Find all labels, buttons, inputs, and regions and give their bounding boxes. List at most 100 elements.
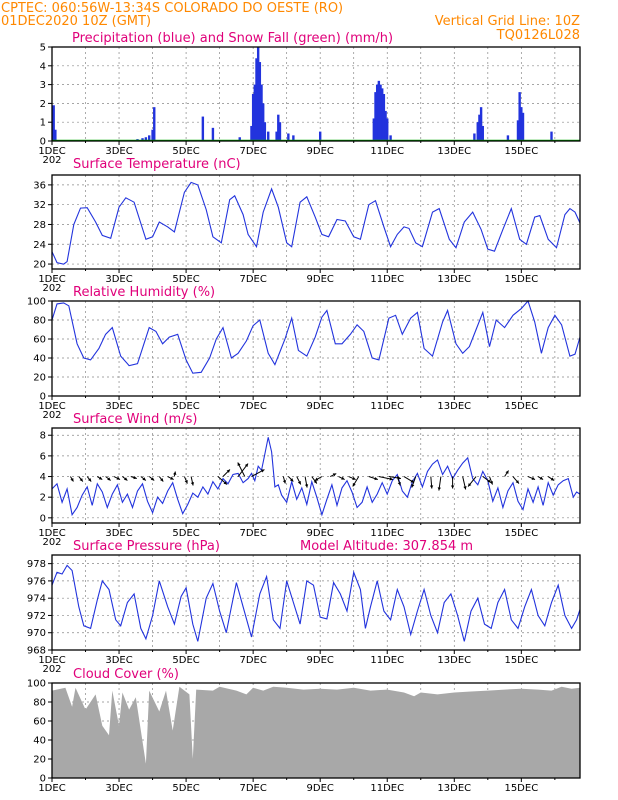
pres-annotation: Model Altitude: 307.854 m <box>300 539 473 554</box>
wind-vector <box>338 476 345 480</box>
pres-title: Surface Pressure (hPa) <box>73 539 220 554</box>
wind-vector <box>512 476 520 484</box>
cloud-xtick-label: 15DEC <box>504 783 538 794</box>
precip-bar <box>476 122 479 141</box>
precip-bar <box>389 135 392 141</box>
precip-bar <box>251 94 255 141</box>
wind-vector <box>396 476 401 486</box>
pres-xtick-label: 5DEC <box>172 655 199 666</box>
rh-ytick-label: 80 <box>33 316 46 327</box>
wind-vector-head <box>332 473 337 477</box>
wind-ytick-label: 2 <box>40 493 46 504</box>
wind-vector-head <box>150 477 155 481</box>
wind-vector-head <box>389 477 393 481</box>
precip-ytick-label: 0 <box>40 137 46 148</box>
wind-vector <box>183 476 188 484</box>
precip-bar <box>278 122 282 141</box>
wind-vector-head <box>410 479 414 483</box>
wind-vector <box>167 476 174 480</box>
wind-vector-head <box>468 483 472 487</box>
wind-xtick-label: 7DEC <box>239 528 266 539</box>
wind-vector <box>130 475 137 480</box>
cloud-xtick-label: 3DEC <box>105 783 132 794</box>
cloud-xtick-label: 11DEC <box>370 783 404 794</box>
wind-vector <box>70 476 74 482</box>
cloud-xtick-label: 7DEC <box>239 783 266 794</box>
rh-ytick-label: 0 <box>40 392 46 403</box>
wind-vector-head <box>314 477 319 481</box>
pres-ytick-label: 978 <box>27 559 46 570</box>
wind-vector <box>482 476 492 483</box>
header-model-code: TQ0126L028 <box>496 28 580 43</box>
wind-vector <box>113 476 121 480</box>
wind-vector-head <box>531 476 536 480</box>
pres-year-label: 202 <box>42 664 61 675</box>
wind-vector <box>368 476 378 481</box>
temp-title: Surface Temperature (nC) <box>73 157 241 172</box>
wind-vector-head <box>313 480 317 484</box>
rh-ytick-label: 40 <box>33 354 46 365</box>
wind-vector <box>304 476 309 488</box>
wind-vector <box>96 476 103 480</box>
precip-bar <box>256 47 260 141</box>
pres-xtick-label: 11DEC <box>370 655 404 666</box>
temp-ytick-label: 28 <box>33 220 46 231</box>
wind-ytick-label: 8 <box>40 431 46 442</box>
wind-vector-head <box>173 471 177 475</box>
wind-xtick-label: 11DEC <box>370 528 404 539</box>
wind-vector <box>78 476 84 482</box>
wind-xtick-label: 13DEC <box>437 528 471 539</box>
wind-vector-head <box>550 477 555 481</box>
precip-bar <box>473 133 476 141</box>
wind-ytick-label: 6 <box>40 451 46 462</box>
temp-frame <box>51 174 581 270</box>
rh-panel: 0 20 40 60 80 100 1DEC 3DEC 5DEC 7DEC 9DEC 11DEC 13D… <box>27 285 581 421</box>
precip-bar <box>516 120 520 141</box>
precip-bar <box>318 131 322 141</box>
wind-vector-head <box>79 478 83 482</box>
wind-vector <box>311 476 318 484</box>
temp-xtick-label: 9DEC <box>307 274 334 285</box>
cloud-ytick-label: 80 <box>33 698 46 709</box>
header-date: 01DEC2020 10Z (GMT) <box>1 14 151 29</box>
wind-vector-head <box>437 487 441 491</box>
precip-bar <box>52 105 55 141</box>
temp-xtick-label: 7DEC <box>239 274 266 285</box>
precip-xtick-label: 15DEC <box>504 146 538 157</box>
wind-vector <box>352 476 360 487</box>
wind-panel: 0 2 4 6 8 1DEC 3DEC 5DEC 7DEC 9DEC 11DEC 13DEC 15DEC… <box>38 412 581 548</box>
precip-bar <box>478 114 481 141</box>
wind-vector <box>504 470 509 477</box>
wind-vector <box>537 476 544 480</box>
precip-panel: 0 1 2 3 4 5 1DEC 3DEC 5DEC 7DEC 9DEC 11DEC 13DEC 15DE… <box>38 31 581 166</box>
wind-vector-head <box>297 481 301 485</box>
cloud-ytick-label: 40 <box>33 736 46 747</box>
wind-vector <box>527 476 536 480</box>
precip-bar <box>250 125 253 141</box>
precip-bar <box>262 103 265 141</box>
precip-bar <box>211 127 215 141</box>
precip-xtick-label: 7DEC <box>239 146 266 157</box>
precip-bar <box>292 135 295 141</box>
wind-vector-head <box>341 476 345 480</box>
wind-vector <box>462 476 467 490</box>
wind-vector <box>282 476 287 484</box>
wind-vector <box>140 476 147 481</box>
temp-ytick-label: 36 <box>33 180 46 191</box>
pres-ytick-label: 968 <box>27 646 46 657</box>
wind-vector-head <box>160 478 164 482</box>
temp-panel: 20 24 28 32 36 1DEC 3DEC 5DEC 7DEC 9DEC 11DEC 13DEC… <box>33 157 581 294</box>
rh-ytick-label: 20 <box>33 373 46 384</box>
temp-series-line <box>51 181 581 265</box>
rh-year-label: 202 <box>42 410 61 421</box>
wind-vector-head <box>226 469 230 473</box>
precip-year-label: 202 <box>42 155 61 166</box>
precip-xtick-label: 11DEC <box>370 146 404 157</box>
rh-frame <box>51 300 581 397</box>
wind-vector-head <box>133 475 137 480</box>
cloud-cover-area <box>52 686 580 778</box>
wind-vector <box>378 476 393 481</box>
wind-vector-head <box>184 480 188 484</box>
precip-frame <box>51 46 581 142</box>
precip-xtick-label: 5DEC <box>172 146 199 157</box>
